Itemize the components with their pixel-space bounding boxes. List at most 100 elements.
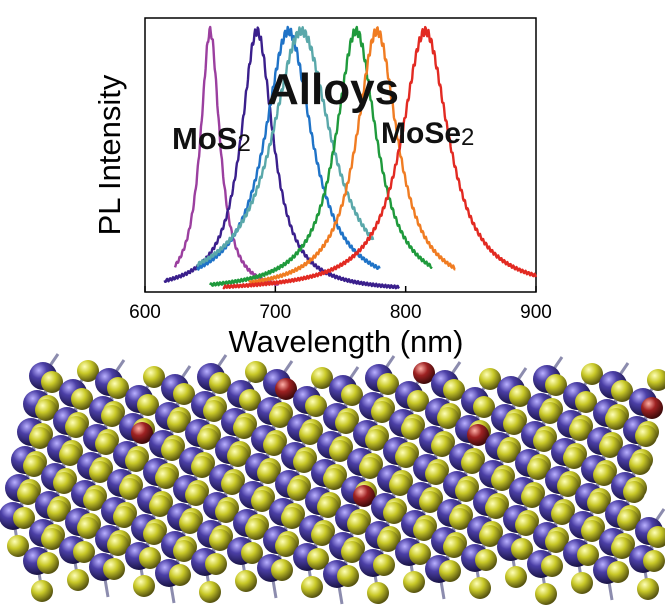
s-atom (305, 395, 327, 417)
s-atom (439, 560, 461, 582)
x-tick-label: 700 (259, 302, 291, 323)
s-atom (337, 565, 359, 587)
s-atom (169, 564, 191, 586)
s-atom (17, 483, 39, 505)
y-axis-label: PL Intensity (92, 74, 127, 235)
s-atom (449, 508, 471, 530)
x-tick-label: 600 (129, 302, 161, 323)
s-atom (103, 558, 125, 580)
s-atom (479, 525, 501, 547)
s-atom (575, 391, 597, 413)
s-atom (77, 517, 99, 539)
s-atom (581, 520, 603, 542)
s-atom (473, 396, 495, 418)
s-atom (119, 478, 141, 500)
s-atom (67, 569, 89, 591)
s-atom (73, 541, 95, 563)
s-atom (271, 559, 293, 581)
s-atom (359, 457, 381, 479)
x-axis-label: Wavelength (nm) (229, 324, 464, 359)
s-atom (413, 519, 435, 541)
s-atom (95, 433, 117, 455)
s-atom (245, 361, 267, 383)
s-atom (533, 430, 555, 452)
s-atom (373, 554, 395, 576)
s-atom (643, 550, 665, 572)
s-atom (65, 416, 87, 438)
s-atom (205, 553, 227, 575)
annotation-mos2-main: MoS (172, 121, 237, 156)
s-atom (335, 412, 357, 434)
s-atom (571, 572, 593, 594)
s-atom (29, 427, 51, 449)
s-atom (245, 518, 267, 540)
s-atom (389, 474, 411, 496)
s-atom (535, 583, 557, 605)
s-atom (7, 535, 29, 557)
s-atom (569, 419, 591, 441)
s-atom (133, 575, 155, 597)
s-atom (41, 528, 63, 550)
alloy-lattice-illustration (0, 353, 665, 605)
s-atom (167, 411, 189, 433)
s-atom (293, 451, 315, 473)
s-atom (479, 368, 501, 390)
s-atom (311, 524, 333, 546)
pl-series-line (173, 25, 280, 287)
s-atom (161, 439, 183, 461)
s-atom (317, 496, 339, 518)
s-atom (13, 507, 35, 529)
s-atom (587, 492, 609, 514)
s-atom (485, 497, 507, 519)
s-atom (425, 463, 447, 485)
s-atom (269, 406, 291, 428)
s-atom (311, 367, 333, 389)
pl-series-line (248, 26, 456, 285)
s-atom (647, 526, 665, 548)
s-atom (139, 547, 161, 569)
s-atom (323, 468, 345, 490)
s-atom (155, 467, 177, 489)
se-atom (641, 397, 663, 419)
s-atom (395, 446, 417, 468)
s-atom (611, 537, 633, 559)
s-atom (367, 582, 389, 604)
s-atom (545, 374, 567, 396)
s-atom (275, 535, 297, 557)
s-atom (503, 413, 525, 435)
series-layer (163, 25, 538, 290)
s-atom (241, 542, 263, 564)
s-atom (209, 529, 231, 551)
s-atom (23, 455, 45, 477)
s-atom (77, 360, 99, 382)
s-atom (347, 513, 369, 535)
s-atom (137, 394, 159, 416)
s-atom (287, 479, 309, 501)
s-atom (209, 372, 231, 394)
se-atom (467, 424, 489, 446)
s-atom (173, 540, 195, 562)
s-atom (59, 444, 81, 466)
s-atom (107, 534, 129, 556)
s-atom (637, 578, 659, 600)
s-atom (215, 501, 237, 523)
s-atom (113, 506, 135, 528)
s-atom (419, 491, 441, 513)
s-atom (617, 509, 639, 531)
tick-layer: 600 700 800 900 (129, 286, 552, 323)
s-atom (431, 435, 453, 457)
s-atom (443, 536, 465, 558)
s-atom (239, 389, 261, 411)
s-atom (545, 531, 567, 553)
se-atom (275, 378, 297, 400)
s-atom (407, 390, 429, 412)
s-atom (557, 475, 579, 497)
s-atom (455, 480, 477, 502)
s-atom (47, 500, 69, 522)
pl-series-line (196, 26, 375, 267)
s-atom (37, 552, 59, 574)
s-atom (515, 514, 537, 536)
s-atom (35, 399, 57, 421)
annotation-mose2-sub: 2 (461, 124, 474, 151)
